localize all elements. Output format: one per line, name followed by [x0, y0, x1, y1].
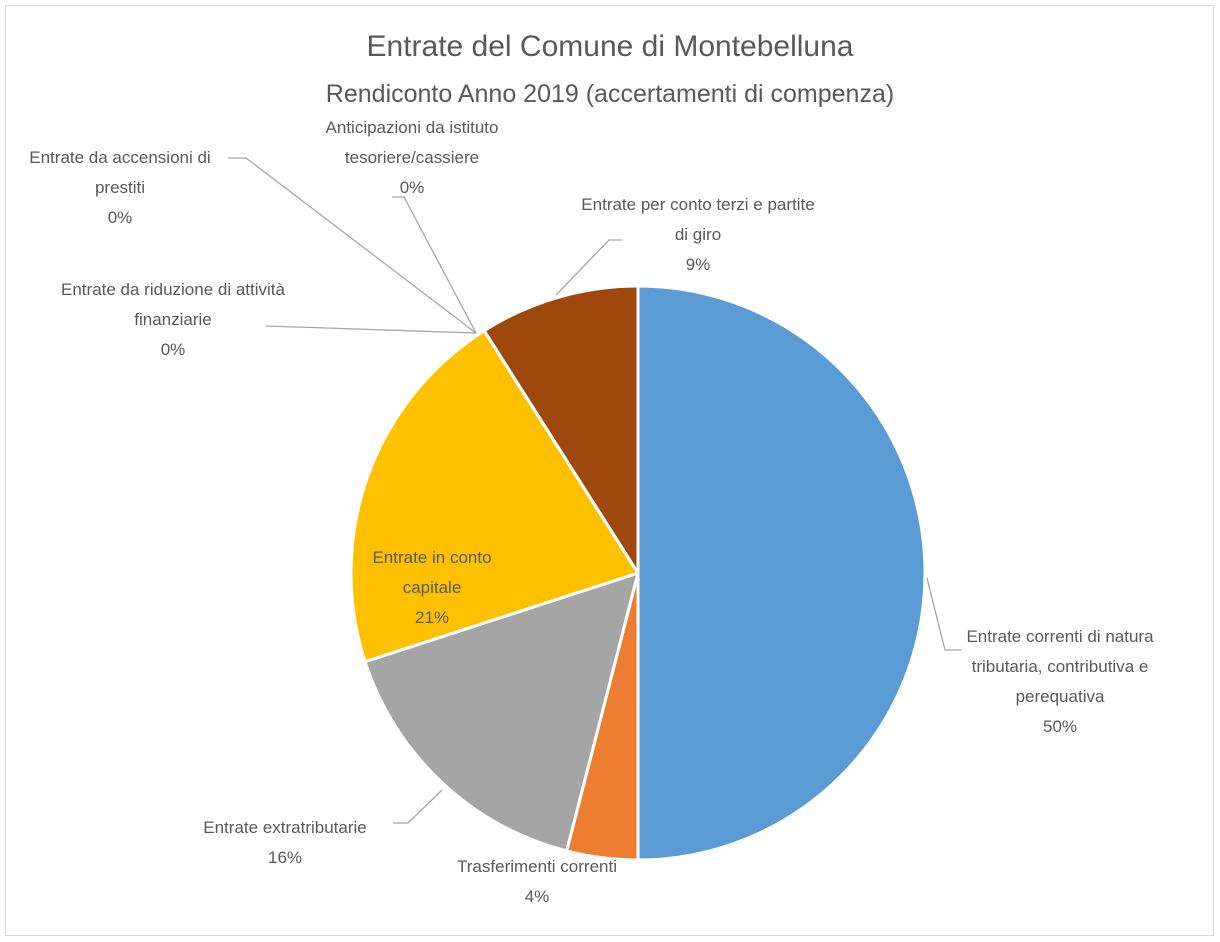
label-value: 0% [399, 178, 425, 197]
label-value: 16% [267, 848, 303, 867]
label-category: Trasferimenti correnti [457, 857, 617, 876]
label-value: 50% [1042, 717, 1078, 736]
label-value: 0% [160, 340, 186, 359]
label-value: 9% [685, 255, 711, 274]
label-value: 4% [524, 887, 550, 906]
chart-title: Entrate del Comune di Montebelluna [366, 30, 854, 63]
pie-slice [349, 329, 640, 664]
pie-slice [363, 571, 640, 853]
data-label: Entrate da accensioni di prestiti 0% [5, 143, 235, 233]
label-category: Entrate in conto capitale [372, 548, 492, 597]
label-category: Anticipazioni da istituto tesoriere/cass… [325, 118, 499, 167]
label-value: 21% [414, 608, 450, 627]
data-label: Anticipazioni da istituto tesoriere/cass… [282, 113, 542, 203]
label-category: Entrate correnti di natura tributaria, c… [966, 627, 1154, 706]
leader-line [228, 157, 477, 334]
data-label: Entrate extratributarie 16% [155, 813, 415, 873]
label-category: Entrate per conto terzi e partite di gir… [581, 195, 815, 244]
leader-line [392, 196, 477, 334]
pie-slice [482, 284, 640, 575]
leader-line [926, 577, 962, 651]
label-category: Entrate da accensioni di prestiti [29, 148, 211, 197]
leader-line [265, 325, 477, 334]
label-category: Entrate extratributarie [203, 818, 367, 837]
data-label: Trasferimenti correnti 4% [407, 852, 667, 912]
data-label: Entrate correnti di natura tributaria, c… [960, 622, 1160, 742]
chart-subtitle: Rendiconto Anno 2019 (accertamenti di co… [325, 80, 895, 108]
data-label: Entrate in conto capitale 21% [347, 543, 517, 633]
leader-line [555, 239, 622, 296]
data-label: Entrate per conto terzi e partite di gir… [578, 190, 818, 280]
data-label: Entrate da riduzione di attività finanzi… [53, 275, 293, 365]
pie-slice [636, 284, 927, 862]
label-category: Entrate da riduzione di attività finanzi… [61, 280, 285, 329]
leader-line [393, 789, 443, 824]
label-value: 0% [107, 208, 133, 227]
